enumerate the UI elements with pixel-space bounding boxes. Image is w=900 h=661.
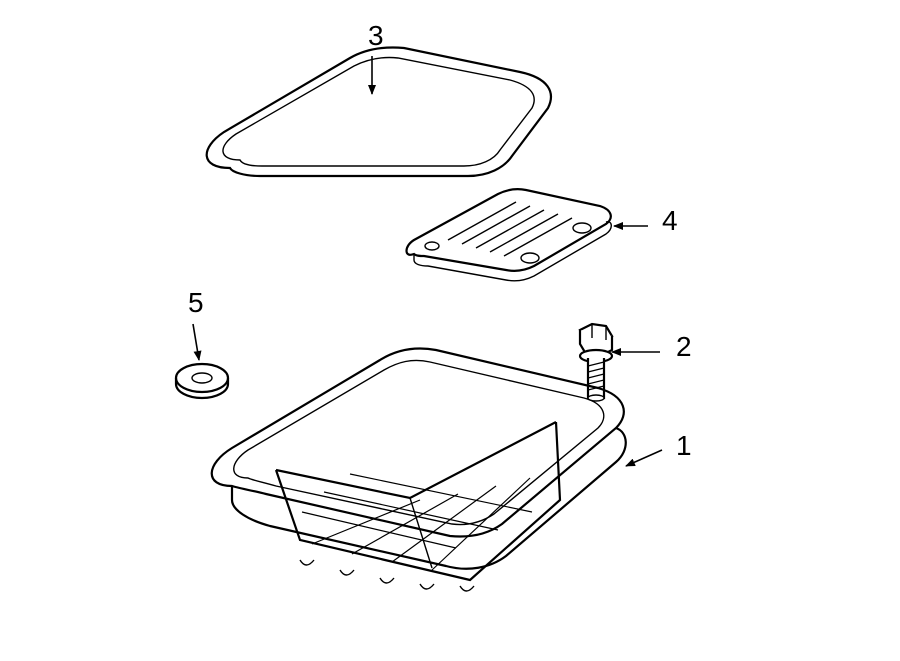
pan-gasket <box>207 47 551 176</box>
callout-label-5: 5 <box>188 287 204 318</box>
transmission-filter <box>407 189 612 281</box>
parts-diagram: 1 2 3 4 5 <box>0 0 900 661</box>
callout-label-4: 4 <box>662 205 678 236</box>
callout-labels: 1 2 3 4 5 <box>188 20 692 461</box>
drain-plug-washer <box>176 364 228 398</box>
pan-bolt <box>580 324 612 401</box>
callout-label-1: 1 <box>676 430 692 461</box>
callout-arrow-5 <box>193 324 199 360</box>
callout-label-3: 3 <box>368 20 384 51</box>
callout-label-2: 2 <box>676 331 692 362</box>
callout-arrow-1 <box>626 450 662 466</box>
transmission-oil-pan <box>212 348 626 591</box>
